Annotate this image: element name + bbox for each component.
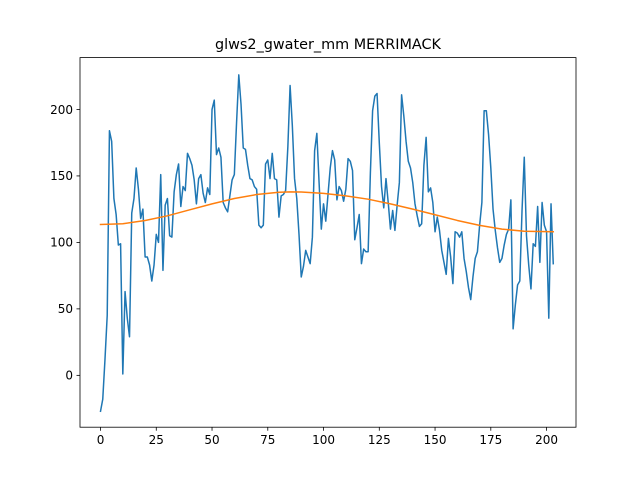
y-axis: 0 50 100 150 200: [50, 103, 80, 383]
y-tick-label: 0: [65, 369, 73, 383]
y-tick-label: 200: [50, 103, 73, 117]
y-tick-label: 150: [50, 169, 73, 183]
series-line-1: [99, 74, 555, 413]
x-tick-label: 200: [535, 433, 558, 447]
y-tick-label: 100: [50, 236, 73, 250]
series-line-2: [99, 191, 555, 233]
plot-frame: [79, 57, 577, 428]
x-tick-label: 75: [260, 433, 275, 447]
chart-title: glws2_gwater_mm MERRIMACK: [215, 37, 441, 53]
x-tick-label: 175: [479, 433, 502, 447]
x-tick-label: 0: [97, 433, 105, 447]
x-tick-label: 100: [312, 433, 335, 447]
y-tick-label: 50: [58, 302, 73, 316]
x-tick-label: 125: [368, 433, 391, 447]
plot-area: [99, 74, 555, 413]
x-axis: 0 25 50 75 100 125 150 175 200: [97, 427, 558, 447]
x-tick-label: 25: [149, 433, 164, 447]
x-tick-label: 50: [204, 433, 219, 447]
x-tick-label: 150: [424, 433, 447, 447]
